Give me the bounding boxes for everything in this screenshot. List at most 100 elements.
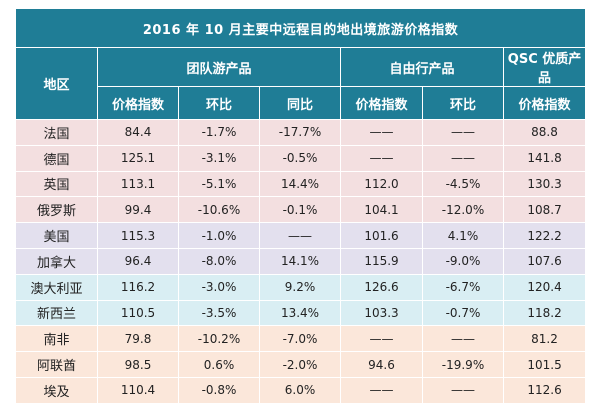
qsc-price-index-cell: 112.6 — [502, 376, 587, 404]
region-cell: 澳大利亚 — [15, 273, 98, 301]
table-row: 英国 113.1 -5.1% 14.4% 112.0 -4.5% 130.3 — [15, 170, 587, 198]
group-yoy-cell: 14.4% — [259, 170, 341, 198]
independent-mom-cell: -19.9% — [422, 351, 504, 378]
qsc-price-index-cell: 120.4 — [502, 273, 587, 301]
group-price-index-cell: 115.3 — [97, 222, 179, 249]
independent-price-index-cell: 115.9 — [340, 247, 423, 275]
independent-price-index-cell: —— — [340, 376, 423, 404]
group-mom-cell: -1.7% — [178, 119, 260, 146]
table-row: 法国 84.4 -1.7% -17.7% —— —— 88.8 — [15, 119, 587, 146]
qsc-price-index-cell: 108.7 — [502, 196, 587, 224]
independent-price-index-cell: 126.6 — [340, 273, 423, 301]
group-mom-cell: -3.0% — [178, 273, 260, 301]
group-price-index-cell: 110.5 — [97, 299, 179, 327]
table-row: 新西兰 110.5 -3.5% 13.4% 103.3 -0.7% 118.2 — [15, 299, 587, 327]
header-qsc: QSC 优质产品 — [502, 47, 587, 87]
qsc-price-index-cell: 101.5 — [502, 351, 587, 378]
group-price-index-cell: 96.4 — [97, 247, 179, 275]
price-index-table-container: 2016 年 10 月主要中远程目的地出境旅游价格指数 地区 团队游产品 自由行… — [14, 8, 587, 404]
region-cell: 英国 — [15, 170, 98, 198]
group-mom-cell: -0.8% — [178, 376, 260, 404]
header-independent-travel: 自由行产品 — [340, 47, 504, 87]
table-row: 阿联酋 98.5 0.6% -2.0% 94.6 -19.9% 101.5 — [15, 351, 587, 378]
table-title: 2016 年 10 月主要中远程目的地出境旅游价格指数 — [14, 8, 587, 48]
qsc-price-index-cell: 122.2 — [502, 222, 587, 249]
independent-mom-cell: -0.7% — [422, 299, 504, 327]
header-independent-price-index: 价格指数 — [340, 86, 423, 120]
independent-price-index-cell: 101.6 — [340, 222, 423, 249]
qsc-price-index-cell: 118.2 — [502, 299, 587, 327]
region-cell: 南非 — [15, 325, 98, 353]
independent-mom-cell: 4.1% — [422, 222, 504, 249]
price-index-table: 2016 年 10 月主要中远程目的地出境旅游价格指数 地区 团队游产品 自由行… — [14, 8, 587, 404]
group-price-index-cell: 110.4 — [97, 376, 179, 404]
group-mom-cell: -10.6% — [178, 196, 260, 224]
header-group-price-index: 价格指数 — [97, 86, 179, 120]
table-row: 加拿大 96.4 -8.0% 14.1% 115.9 -9.0% 107.6 — [15, 247, 587, 275]
group-mom-cell: -10.2% — [178, 325, 260, 353]
qsc-price-index-cell: 88.8 — [502, 119, 587, 146]
group-yoy-cell: -2.0% — [259, 351, 341, 378]
table-row: 德国 125.1 -3.1% -0.5% —— —— 141.8 — [15, 144, 587, 172]
header-group-yoy: 同比 — [259, 86, 341, 120]
group-yoy-cell: 13.4% — [259, 299, 341, 327]
independent-mom-cell: —— — [422, 376, 504, 404]
independent-mom-cell: -6.7% — [422, 273, 504, 301]
group-yoy-cell: -0.1% — [259, 196, 341, 224]
region-cell: 埃及 — [15, 376, 98, 404]
group-mom-cell: -5.1% — [178, 170, 260, 198]
group-yoy-cell: -17.7% — [259, 119, 341, 146]
independent-price-index-cell: 103.3 — [340, 299, 423, 327]
group-mom-cell: -8.0% — [178, 247, 260, 275]
group-price-index-cell: 113.1 — [97, 170, 179, 198]
header-group-tour: 团队游产品 — [97, 47, 341, 87]
header-independent-mom: 环比 — [422, 86, 504, 120]
table-row: 美国 115.3 -1.0% —— 101.6 4.1% 122.2 — [15, 222, 587, 249]
region-cell: 德国 — [15, 144, 98, 172]
group-yoy-cell: 6.0% — [259, 376, 341, 404]
independent-mom-cell: -12.0% — [422, 196, 504, 224]
independent-price-index-cell: 112.0 — [340, 170, 423, 198]
independent-mom-cell: —— — [422, 144, 504, 172]
header-region: 地区 — [15, 47, 98, 120]
independent-price-index-cell: 94.6 — [340, 351, 423, 378]
independent-mom-cell: —— — [422, 119, 504, 146]
group-yoy-cell: 14.1% — [259, 247, 341, 275]
group-price-index-cell: 84.4 — [97, 119, 179, 146]
group-price-index-cell: 125.1 — [97, 144, 179, 172]
group-yoy-cell: -7.0% — [259, 325, 341, 353]
qsc-price-index-cell: 81.2 — [502, 325, 587, 353]
independent-mom-cell: -4.5% — [422, 170, 504, 198]
table-row: 南非 79.8 -10.2% -7.0% —— —— 81.2 — [15, 325, 587, 353]
header-group-mom: 环比 — [178, 86, 260, 120]
group-mom-cell: 0.6% — [178, 351, 260, 378]
qsc-price-index-cell: 130.3 — [502, 170, 587, 198]
region-cell: 美国 — [15, 222, 98, 249]
group-price-index-cell: 116.2 — [97, 273, 179, 301]
table-row: 俄罗斯 99.4 -10.6% -0.1% 104.1 -12.0% 108.7 — [15, 196, 587, 224]
region-cell: 阿联酋 — [15, 351, 98, 378]
group-price-index-cell: 99.4 — [97, 196, 179, 224]
qsc-price-index-cell: 141.8 — [502, 144, 587, 172]
independent-price-index-cell: —— — [340, 325, 423, 353]
group-price-index-cell: 79.8 — [97, 325, 179, 353]
region-cell: 新西兰 — [15, 299, 98, 327]
region-cell: 法国 — [15, 119, 98, 146]
table-row: 澳大利亚 116.2 -3.0% 9.2% 126.6 -6.7% 120.4 — [15, 273, 587, 301]
independent-price-index-cell: 104.1 — [340, 196, 423, 224]
group-yoy-cell: -0.5% — [259, 144, 341, 172]
group-mom-cell: -1.0% — [178, 222, 260, 249]
region-cell: 俄罗斯 — [15, 196, 98, 224]
independent-price-index-cell: —— — [340, 144, 423, 172]
group-mom-cell: -3.1% — [178, 144, 260, 172]
independent-mom-cell: —— — [422, 325, 504, 353]
qsc-price-index-cell: 107.6 — [502, 247, 587, 275]
independent-mom-cell: -9.0% — [422, 247, 504, 275]
group-yoy-cell: —— — [259, 222, 341, 249]
independent-price-index-cell: —— — [340, 119, 423, 146]
group-price-index-cell: 98.5 — [97, 351, 179, 378]
table-row: 埃及 110.4 -0.8% 6.0% —— —— 112.6 — [15, 376, 587, 404]
header-qsc-price-index: 价格指数 — [502, 86, 587, 120]
region-cell: 加拿大 — [15, 247, 98, 275]
group-mom-cell: -3.5% — [178, 299, 260, 327]
